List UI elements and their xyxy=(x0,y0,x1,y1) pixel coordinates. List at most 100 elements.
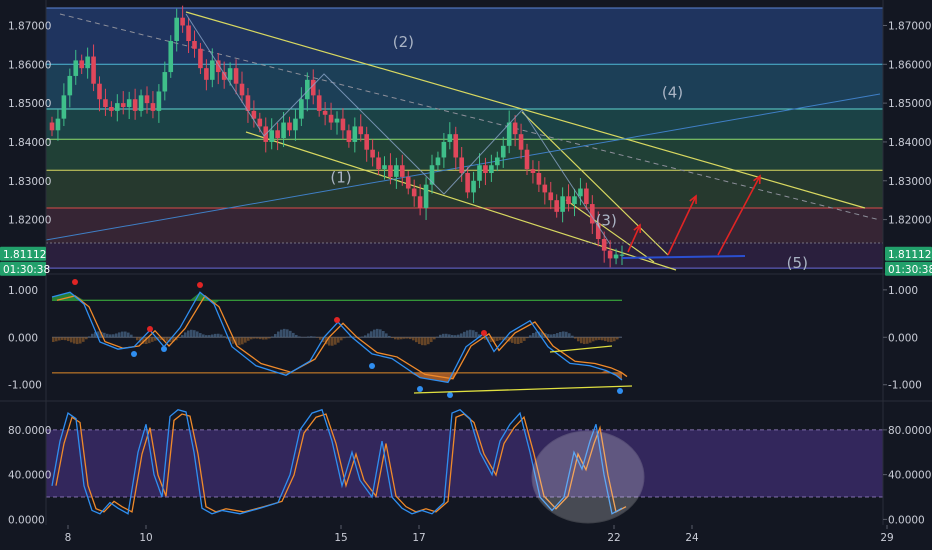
candle-body-65 xyxy=(435,157,441,166)
candle-body-9 xyxy=(103,99,108,107)
osc-hist-bar xyxy=(337,337,340,343)
osc-hist-bar xyxy=(490,337,493,343)
stoch-tick-left-1: 40.0000 xyxy=(8,470,51,482)
oscillator-lines xyxy=(51,279,633,398)
osc-hist-bar xyxy=(502,337,505,340)
candle-body-87 xyxy=(566,196,571,205)
osc-hist-bar xyxy=(124,331,127,338)
candle-body-77 xyxy=(506,122,512,146)
osc-hist-bar xyxy=(76,337,79,345)
candle-body-48 xyxy=(334,118,340,123)
candle-3 xyxy=(67,68,73,108)
osc-hist-bar xyxy=(583,337,586,345)
price-tick-left-2: 1.85000 xyxy=(8,98,51,110)
osc-hist-bar xyxy=(457,334,460,338)
candle-74 xyxy=(489,154,494,182)
osc-hist-bar xyxy=(406,337,409,339)
candle-37 xyxy=(269,118,274,150)
candle-body-10 xyxy=(109,107,114,111)
osc-hist-bar xyxy=(379,329,382,338)
osc-hist-bar xyxy=(196,331,199,338)
candle-body-68 xyxy=(453,134,459,158)
candle-34 xyxy=(251,100,257,128)
osc-hist-bar xyxy=(91,333,94,338)
candle-96 xyxy=(619,245,625,266)
candle-53 xyxy=(364,126,369,162)
candle-72 xyxy=(477,153,482,189)
candle-30 xyxy=(227,62,233,86)
osc-hist-bar xyxy=(286,329,289,338)
candle-body-53 xyxy=(364,134,369,150)
osc-hist-bar xyxy=(466,330,469,338)
candle-11 xyxy=(115,94,120,122)
candle-body-67 xyxy=(447,134,453,142)
candle-77 xyxy=(506,110,512,154)
candle-body-16 xyxy=(144,95,150,104)
zone-6 xyxy=(46,242,883,269)
osc-hist-bar xyxy=(532,332,535,338)
candle-body-38 xyxy=(275,130,280,139)
osc-hist-bar xyxy=(163,337,166,341)
osc-hist-bar xyxy=(463,331,466,338)
candle-41 xyxy=(293,109,298,141)
candle-51 xyxy=(352,117,358,153)
osc-hist-bar xyxy=(271,336,274,338)
candle-6 xyxy=(85,47,90,79)
osc-hist-bar xyxy=(613,337,616,342)
wave-label-1: (2) xyxy=(393,33,414,51)
osc-hist-bar xyxy=(487,337,490,342)
candle-body-64 xyxy=(429,165,435,185)
osc-hist-bar xyxy=(529,335,532,338)
candle-body-44 xyxy=(310,79,316,96)
osc-hist-bar xyxy=(193,330,196,338)
candle-body-55 xyxy=(376,157,381,170)
candle-29 xyxy=(221,61,227,89)
price-panel[interactable]: (1) (2) (3) (4) (5) xyxy=(45,5,883,272)
candle-7 xyxy=(91,44,96,92)
osc-hist-bar xyxy=(505,337,508,341)
osc-hist-bar xyxy=(412,337,415,341)
candle-body-49 xyxy=(340,118,346,131)
osc-hist-bar xyxy=(385,333,388,338)
candle-body-37 xyxy=(269,130,274,142)
candle-26 xyxy=(204,59,209,91)
osc-hist-bar xyxy=(157,337,160,340)
osc-sell-dot-0 xyxy=(72,279,78,285)
candle-body-11 xyxy=(115,103,120,111)
candle-22 xyxy=(180,5,185,33)
zone-5 xyxy=(46,207,883,243)
stochastic-lines xyxy=(46,408,883,524)
osc-hist-bar xyxy=(331,337,334,346)
candle-body-61 xyxy=(411,188,417,197)
osc-hist-bar xyxy=(103,332,106,338)
osc-hist-bar xyxy=(352,336,355,338)
candle-93 xyxy=(601,231,607,263)
osc-hist-bar xyxy=(370,331,373,338)
stochastic-panel[interactable] xyxy=(46,408,883,524)
osc-hist-bar xyxy=(535,331,538,338)
candle-42 xyxy=(299,87,304,127)
candle-39 xyxy=(281,112,286,147)
price-tick-left-3: 1.84000 xyxy=(8,137,51,149)
candle-25 xyxy=(198,42,203,74)
osc-hist-bar xyxy=(568,333,571,338)
oscillator-panel[interactable] xyxy=(51,279,633,398)
osc-hist-bar xyxy=(433,337,436,340)
zone-0 xyxy=(46,8,883,65)
candle-24 xyxy=(192,30,197,58)
countdown-tag-right-bg xyxy=(885,261,932,276)
osc-tick-right-2: -1.000 xyxy=(888,380,922,392)
osc-hist-bar xyxy=(235,337,238,346)
osc-hist-bar xyxy=(424,337,427,346)
candle-1 xyxy=(55,109,61,141)
osc-hist-bar xyxy=(61,337,64,340)
candle-body-28 xyxy=(215,60,221,73)
stoch-d-line xyxy=(55,413,627,513)
candle-body-83 xyxy=(542,184,548,193)
candle-body-35 xyxy=(257,118,263,127)
candle-49 xyxy=(340,108,346,140)
candle-body-40 xyxy=(287,122,292,131)
osc-hist-bar xyxy=(346,336,349,338)
price-tags: 1.81112 01:30:38 1.81112 01:30:38 xyxy=(0,246,932,276)
